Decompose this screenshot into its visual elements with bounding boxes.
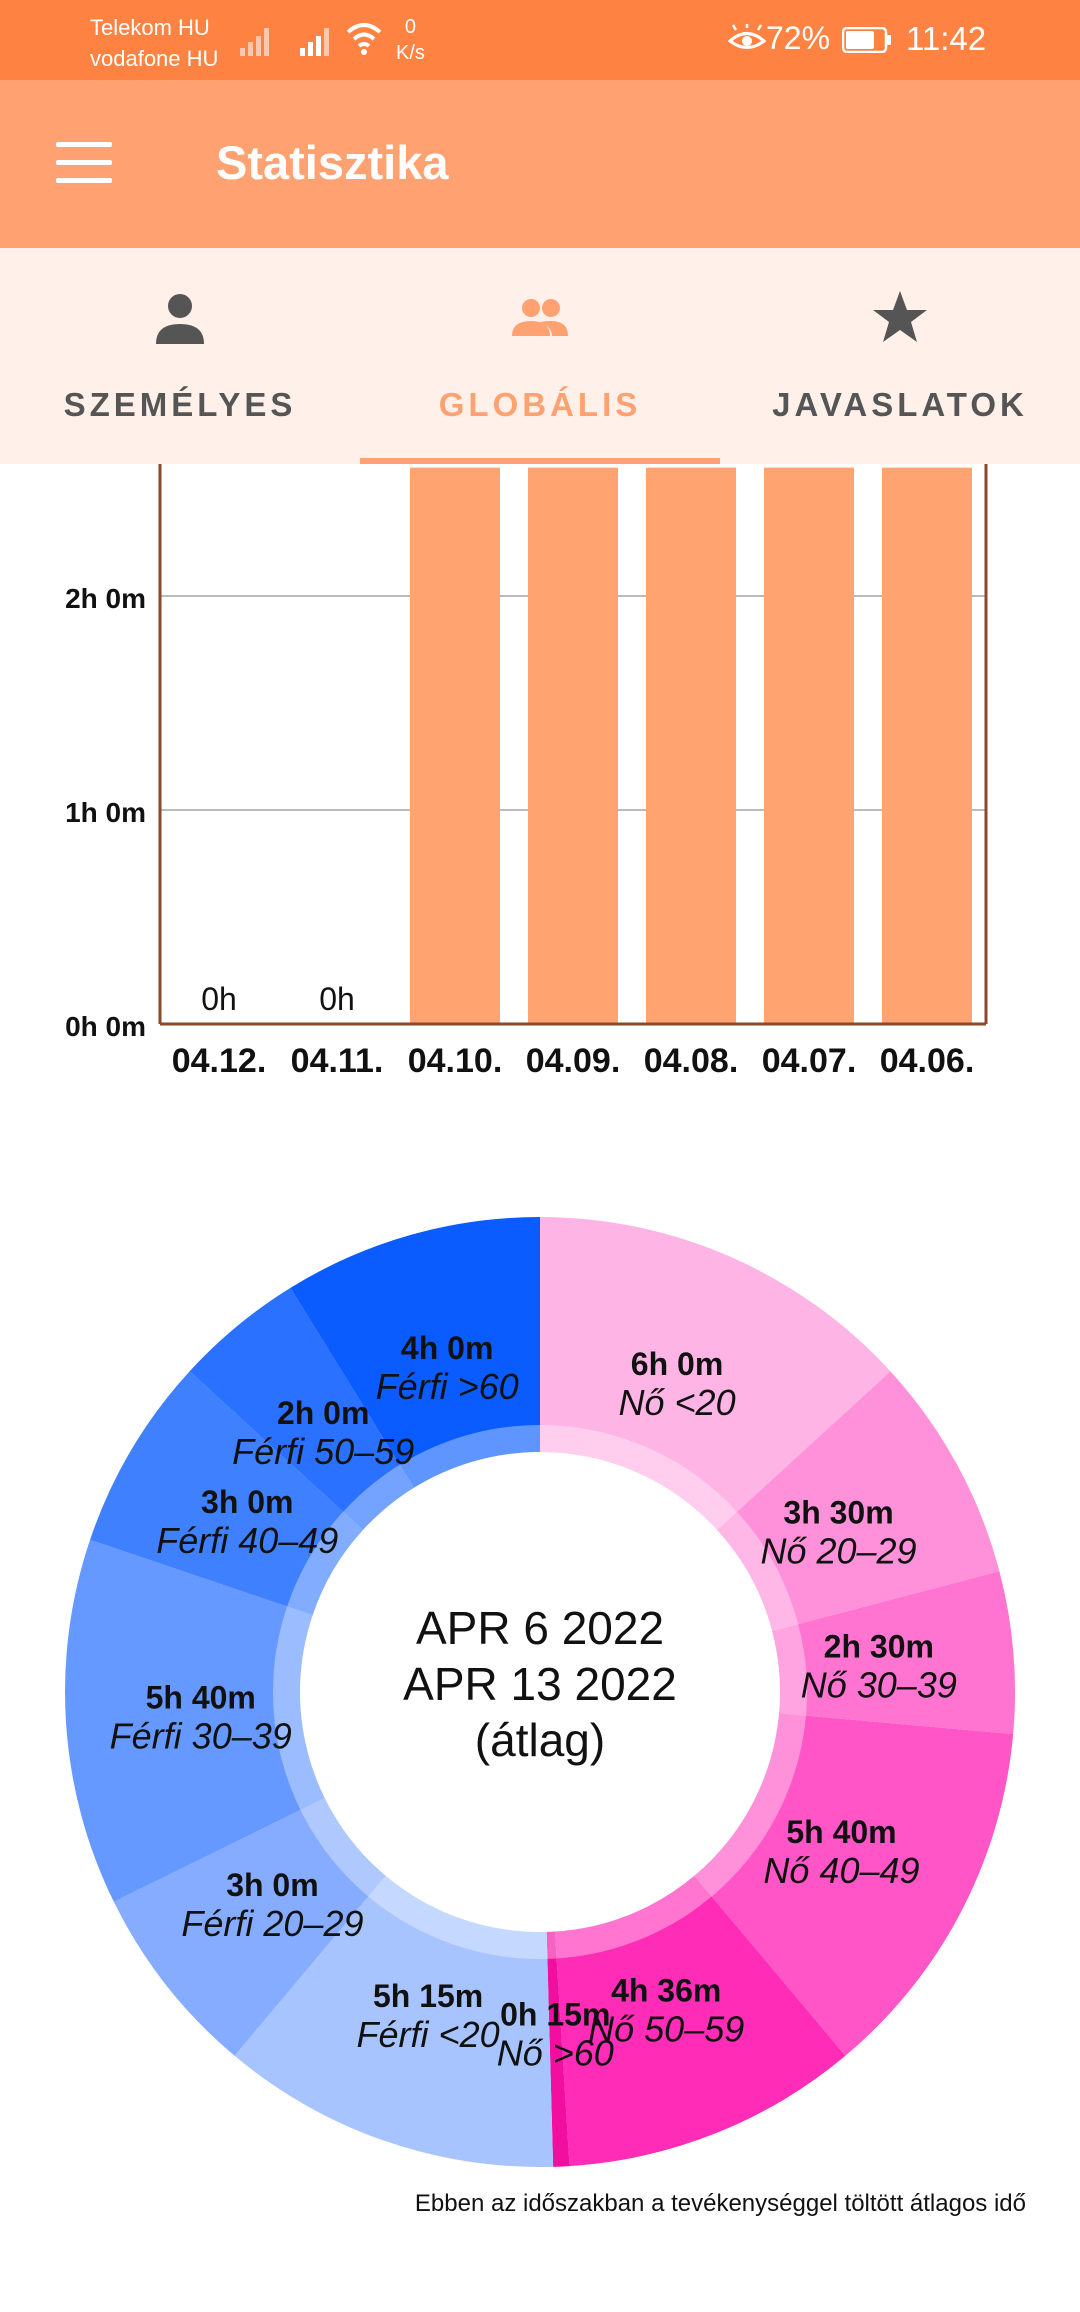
donut-slice bbox=[290, 1217, 540, 1488]
bar bbox=[882, 467, 972, 1025]
tab-label: SZEMÉLYES bbox=[63, 386, 297, 423]
clock: 11:42 bbox=[906, 20, 987, 57]
x-tick-label: 04.06. bbox=[880, 1042, 975, 1080]
donut-slice bbox=[90, 1371, 363, 1616]
eye-comfort-icon bbox=[728, 24, 766, 49]
x-tick-label: 04.08. bbox=[644, 1042, 739, 1080]
person-icon bbox=[156, 294, 204, 344]
slice-value-label: 5h 40m bbox=[146, 1679, 256, 1715]
battery-icon bbox=[842, 27, 891, 53]
slice-value-label: 3h 0m bbox=[226, 1867, 318, 1903]
signal-icon bbox=[300, 26, 334, 56]
y-tick-label: 2h 0m bbox=[65, 583, 146, 614]
date-range-start: APR 6 2022 bbox=[415, 1602, 665, 1654]
footnote: Ebben az időszakban a tevékenységgel töl… bbox=[414, 2190, 1026, 2217]
slice-value-label: 3h 0m bbox=[201, 1484, 293, 1520]
slice-category-label: Nő 50–59 bbox=[588, 2009, 744, 2050]
page-title: Statisztika bbox=[216, 136, 449, 189]
x-tick-label: 04.10. bbox=[408, 1042, 503, 1080]
x-tick-label: 04.11. bbox=[291, 1042, 384, 1080]
donut-hole bbox=[304, 1456, 776, 1928]
slice-category-label: Nő 40–49 bbox=[763, 1850, 919, 1891]
net-speed: 0 K/s bbox=[396, 14, 425, 66]
bar bbox=[528, 467, 618, 1025]
donut-slice bbox=[113, 1798, 386, 2056]
slice-category-label: Nő <20 bbox=[619, 1382, 736, 1423]
tab-szemelyes[interactable]: SZEMÉLYES bbox=[0, 248, 360, 464]
slice-category-label: Férfi 30–39 bbox=[110, 1715, 292, 1756]
average-label: (átlag) bbox=[474, 1714, 606, 1766]
tab-bar: SZEMÉLYES GLOBÁLIS JAVASLATOK bbox=[0, 248, 1080, 464]
donut-slice bbox=[717, 1371, 1000, 1631]
date-range-end: APR 13 2022 bbox=[403, 1658, 677, 1710]
bar bbox=[764, 467, 854, 1025]
daily-bar-chart: 0h 0m 1h 0m 2h 0m 0h 04.12. 0h 04.11. 04.10. 04.… bbox=[65, 464, 988, 1080]
star-icon bbox=[873, 291, 927, 342]
donut-slice bbox=[546, 1931, 570, 2167]
carrier-1: Telekom HU bbox=[90, 15, 210, 40]
tab-javaslatok[interactable]: JAVASLATOK bbox=[720, 248, 1080, 464]
y-tick-label: 0h 0m bbox=[65, 1011, 146, 1042]
donut-slice bbox=[64, 1539, 325, 1902]
x-tick-label: 04.09. bbox=[526, 1042, 621, 1080]
carrier-2: vodafone HU bbox=[90, 46, 219, 71]
x-tick-label: 04.12. bbox=[172, 1042, 267, 1080]
slice-value-label: 2h 30m bbox=[824, 1628, 934, 1664]
slice-category-label: Nő 30–39 bbox=[801, 1664, 957, 1705]
tab-globalis[interactable]: GLOBÁLIS bbox=[360, 248, 720, 464]
slice-category-label: Férfi <20 bbox=[357, 2014, 500, 2055]
x-tick-label: 04.07. bbox=[762, 1042, 857, 1080]
menu-icon[interactable] bbox=[56, 142, 112, 184]
app-bar: Statisztika bbox=[0, 80, 1080, 248]
slice-value-label: 5h 40m bbox=[786, 1814, 896, 1850]
donut-slice bbox=[234, 1875, 554, 2167]
slice-category-label: Férfi 20–29 bbox=[181, 1903, 363, 1944]
donut-slice bbox=[694, 1713, 1014, 2056]
tab-indicator bbox=[360, 458, 720, 464]
slice-category-label: Férfi 50–59 bbox=[232, 1431, 414, 1472]
donut-slice bbox=[540, 1217, 891, 1530]
donut-center-label: APR 6 2022 APR 13 2022 (átlag) bbox=[340, 1600, 740, 1768]
signal-icon bbox=[240, 26, 274, 56]
bar-value-label: 0h bbox=[319, 981, 355, 1017]
inner-ring bbox=[273, 1425, 807, 1959]
battery-percentage: 72% bbox=[766, 20, 831, 56]
net-speed-value: 0 bbox=[404, 16, 417, 38]
slice-value-label: 3h 30m bbox=[783, 1494, 893, 1530]
donut-slice bbox=[554, 1875, 846, 2167]
group-icon bbox=[512, 299, 568, 336]
bar bbox=[410, 467, 500, 1025]
y-tick-label: 1h 0m bbox=[65, 797, 146, 828]
slice-category-label: Nő >60 bbox=[497, 2033, 614, 2074]
tab-label: JAVASLATOK bbox=[772, 386, 1028, 423]
slice-value-label: 0h 15m bbox=[500, 1997, 610, 2033]
tab-label: GLOBÁLIS bbox=[438, 386, 642, 423]
slice-category-label: Férfi 40–49 bbox=[156, 1520, 338, 1561]
net-speed-unit: K/s bbox=[396, 42, 425, 64]
slice-value-label: 2h 0m bbox=[277, 1395, 369, 1431]
donut-slice bbox=[772, 1571, 1015, 1735]
donut-slice bbox=[189, 1287, 414, 1530]
slice-category-label: Férfi >60 bbox=[376, 1366, 519, 1407]
status-bar: Telekom HU vodafone HU 0 K/s 72% 11:42 bbox=[0, 0, 1080, 80]
slice-value-label: 4h 36m bbox=[611, 1973, 721, 2009]
bar-value-label: 0h bbox=[201, 981, 237, 1017]
carrier-names: Telekom HU vodafone HU bbox=[90, 12, 218, 74]
slice-category-label: Nő 20–29 bbox=[760, 1530, 916, 1571]
bar bbox=[646, 467, 736, 1025]
slice-value-label: 6h 0m bbox=[631, 1346, 723, 1382]
wifi-icon bbox=[346, 23, 382, 55]
slice-value-label: 4h 0m bbox=[401, 1330, 493, 1366]
slice-value-label: 5h 15m bbox=[373, 1978, 483, 2014]
